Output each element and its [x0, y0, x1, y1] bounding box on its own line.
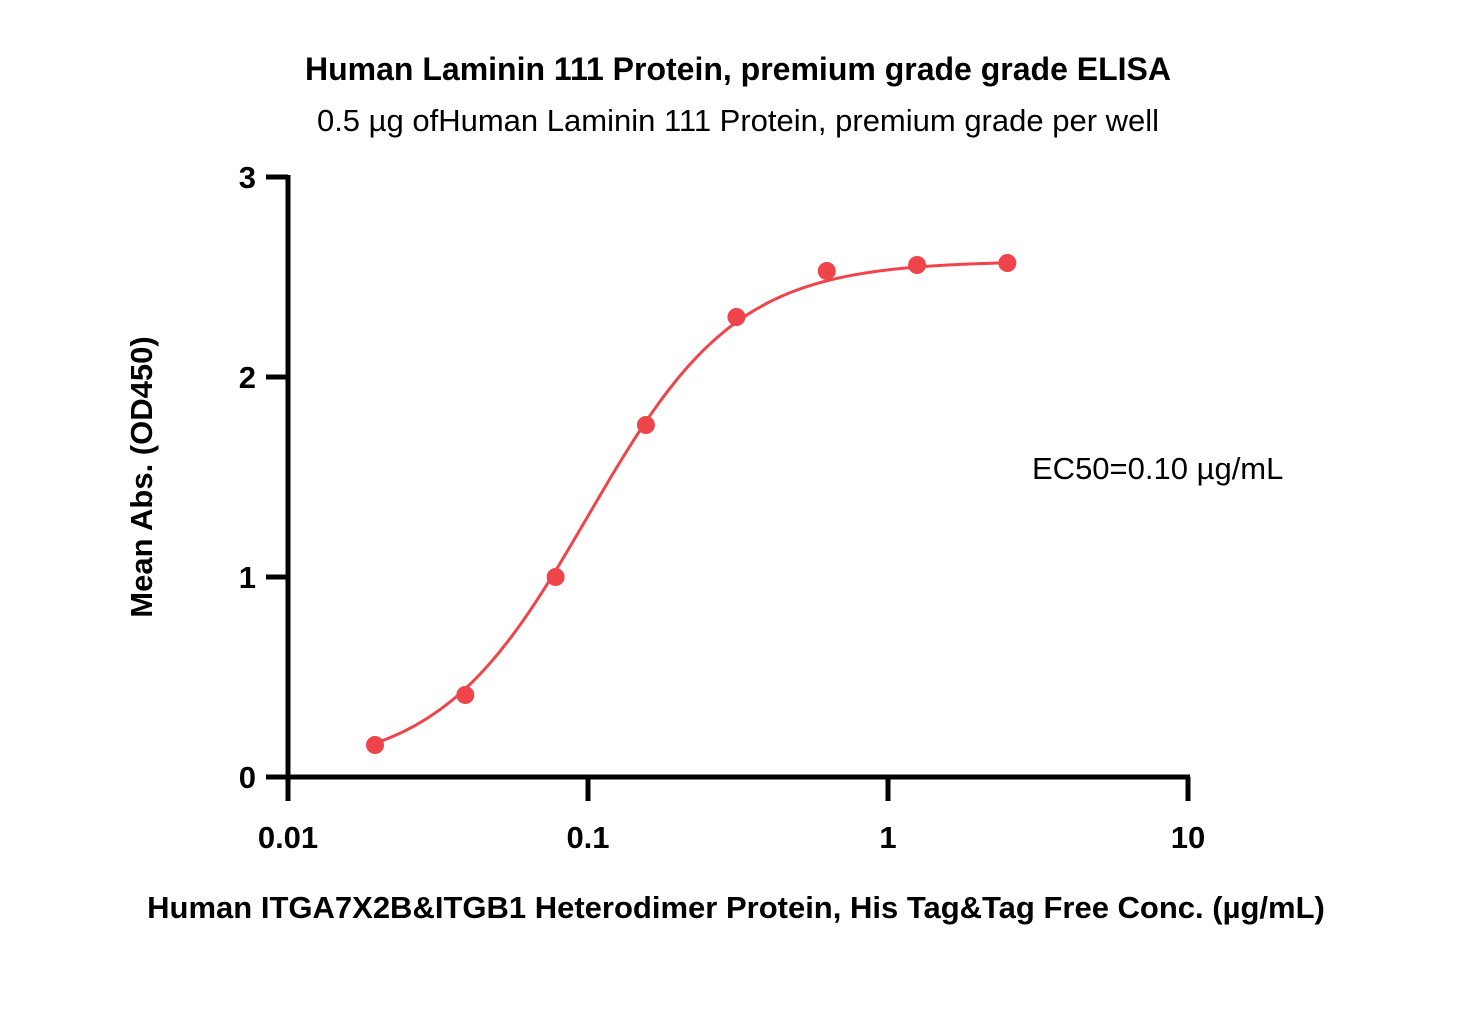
y-tick-label: 0	[239, 760, 256, 795]
data-point	[998, 254, 1017, 272]
y-tick-label: 2	[239, 360, 256, 395]
chart-subtitle: 0.5 µg ofHuman Laminin 111 Protein, prem…	[317, 103, 1159, 138]
data-point	[546, 568, 565, 586]
fit-curve	[374, 261, 1008, 745]
y-tick-label: 1	[239, 560, 256, 595]
axes	[285, 175, 1190, 780]
x-axis-label: Human ITGA7X2B&ITGB1 Heterodimer Protein…	[147, 890, 1325, 925]
y-tick-label: 3	[239, 160, 256, 195]
x-tick-label: 0.01	[258, 820, 318, 855]
y-ticks: 0 1 2 3	[239, 160, 288, 795]
data-point	[636, 416, 655, 434]
data-point	[366, 736, 385, 754]
data-point	[817, 262, 836, 280]
ec50-annotation: EC50=0.10 µg/mL	[1032, 451, 1283, 486]
x-tick-label: 10	[1171, 820, 1205, 855]
x-tick-label: 1	[879, 820, 896, 855]
x-tick-label: 0.1	[566, 820, 609, 855]
y-axis-label: Mean Abs. (OD450)	[124, 336, 159, 617]
data-point	[908, 256, 927, 274]
chart-title: Human Laminin 111 Protein, premium grade…	[305, 51, 1171, 87]
data-point	[456, 686, 475, 704]
data-point	[727, 308, 746, 326]
data-points	[366, 254, 1017, 754]
x-ticks: 0.01 0.1 1 10	[258, 777, 1205, 855]
